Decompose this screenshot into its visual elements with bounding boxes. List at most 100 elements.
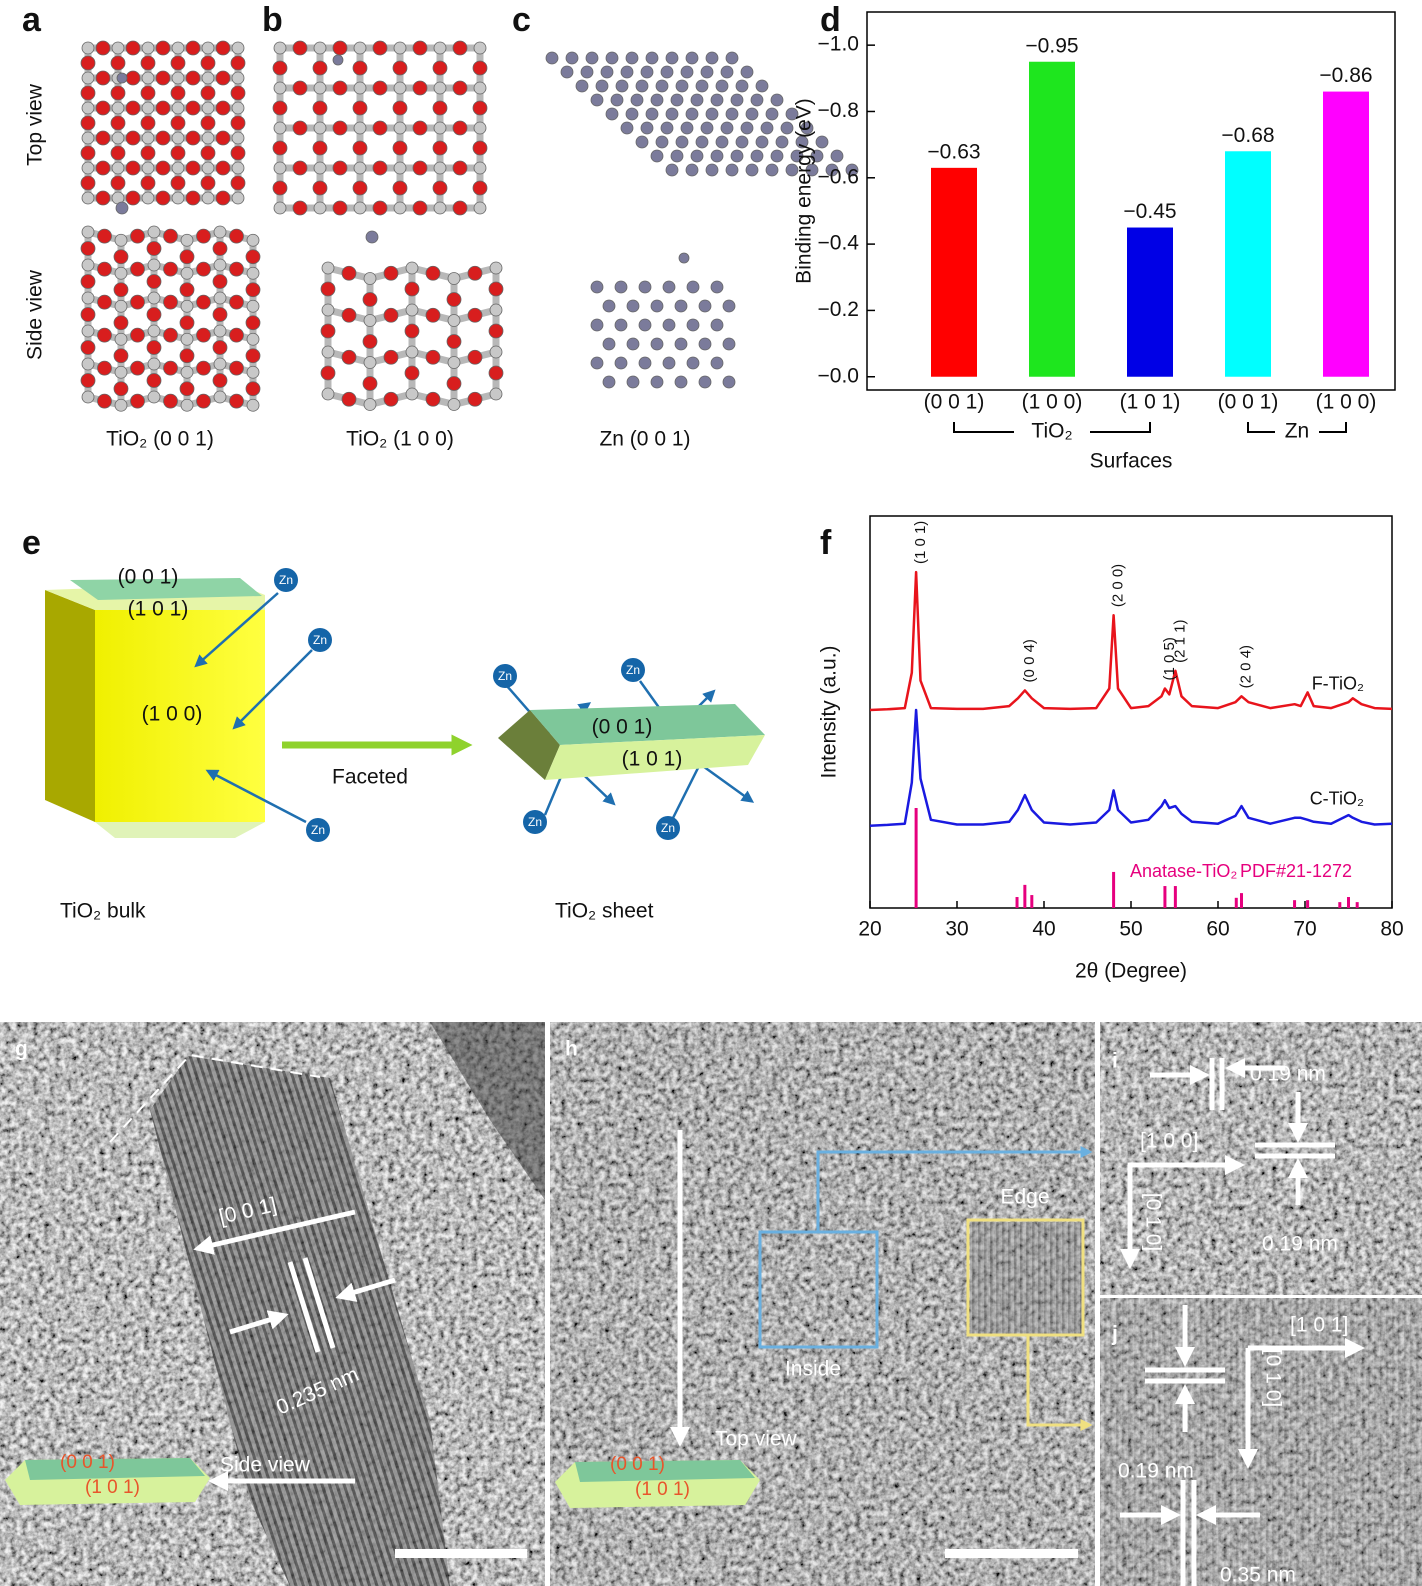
atom	[246, 398, 260, 412]
atom	[605, 51, 619, 65]
scale-bar	[395, 1549, 527, 1558]
atom	[655, 135, 669, 149]
atom	[488, 281, 504, 297]
atom	[755, 135, 769, 149]
atom	[115, 201, 129, 215]
atom	[452, 160, 468, 176]
atom	[473, 161, 487, 175]
atom	[171, 71, 185, 85]
atom	[650, 337, 664, 351]
atom	[785, 107, 799, 121]
atom	[125, 130, 141, 146]
atom	[81, 390, 95, 404]
atom	[710, 149, 724, 163]
ion-label: Zn	[313, 633, 327, 647]
atom	[111, 131, 125, 145]
atom	[196, 360, 211, 376]
atom	[230, 145, 246, 161]
atom	[95, 160, 111, 176]
atom	[312, 100, 328, 116]
atom	[155, 70, 171, 86]
atom	[81, 258, 95, 272]
atom	[383, 265, 399, 281]
atom	[332, 54, 344, 66]
atom	[97, 294, 112, 310]
value-label: −0.95	[1025, 34, 1078, 57]
atom	[230, 115, 246, 131]
atom	[215, 190, 231, 206]
atom	[230, 55, 246, 71]
atom	[292, 160, 308, 176]
atom	[383, 349, 399, 365]
arrow	[194, 592, 279, 668]
ion-label: Zn	[661, 821, 675, 835]
dashed-outline	[109, 1053, 321, 1143]
peak-label: (1 0 5)	[1161, 637, 1178, 680]
atom	[147, 225, 161, 239]
x-tick-label: 40	[1032, 918, 1055, 941]
view-label: Side view	[220, 1454, 311, 1477]
atom	[352, 60, 368, 76]
spacing-label: 0.19 nm	[1250, 1063, 1326, 1086]
schematic-caption: TiO₂ bulk	[60, 900, 146, 923]
atom	[80, 145, 96, 161]
atom	[155, 40, 171, 56]
atom	[110, 55, 126, 71]
atom	[147, 291, 161, 305]
atom	[433, 121, 447, 135]
atom	[393, 81, 407, 95]
arrow	[232, 649, 313, 730]
atom	[392, 140, 408, 156]
atom	[710, 356, 724, 370]
atom	[670, 93, 684, 107]
atom	[321, 345, 335, 359]
atom	[201, 131, 215, 145]
atom	[670, 149, 684, 163]
atom	[140, 115, 156, 131]
arrow-label: Faceted	[332, 766, 408, 789]
panel-label: j	[1111, 1323, 1118, 1346]
atom	[81, 71, 95, 85]
atom	[755, 79, 769, 93]
atom	[113, 348, 129, 364]
y-tick-label: −0.4	[818, 232, 860, 255]
panel-label: c	[512, 1, 531, 39]
atom	[565, 51, 579, 65]
atom	[685, 51, 699, 65]
y-tick-label: −0.0	[818, 364, 859, 387]
atom	[467, 265, 483, 281]
atom	[614, 318, 628, 332]
atom	[147, 390, 161, 404]
atom	[163, 261, 178, 277]
atom	[645, 51, 659, 65]
atom	[638, 356, 652, 370]
crystal-region	[1100, 1298, 1422, 1586]
atom	[720, 65, 734, 79]
atom	[700, 121, 714, 135]
atom	[215, 70, 231, 86]
atom	[600, 65, 614, 79]
atom	[695, 79, 709, 93]
ion-label: Zn	[528, 815, 542, 829]
atom	[292, 200, 308, 216]
atom	[614, 280, 628, 294]
atom	[785, 163, 799, 177]
atom	[320, 365, 336, 381]
atom	[113, 315, 129, 331]
atom	[80, 55, 96, 71]
atom	[80, 175, 96, 191]
atom	[113, 249, 129, 265]
atom	[155, 160, 171, 176]
atom	[163, 294, 178, 310]
atom	[662, 318, 676, 332]
atom	[114, 332, 128, 346]
atom	[111, 161, 125, 175]
atom	[231, 41, 245, 55]
atom	[125, 160, 141, 176]
atom	[231, 161, 245, 175]
atom	[229, 294, 244, 310]
atom	[130, 261, 145, 277]
atom	[341, 349, 357, 365]
atom	[80, 307, 96, 322]
atom	[245, 348, 261, 364]
